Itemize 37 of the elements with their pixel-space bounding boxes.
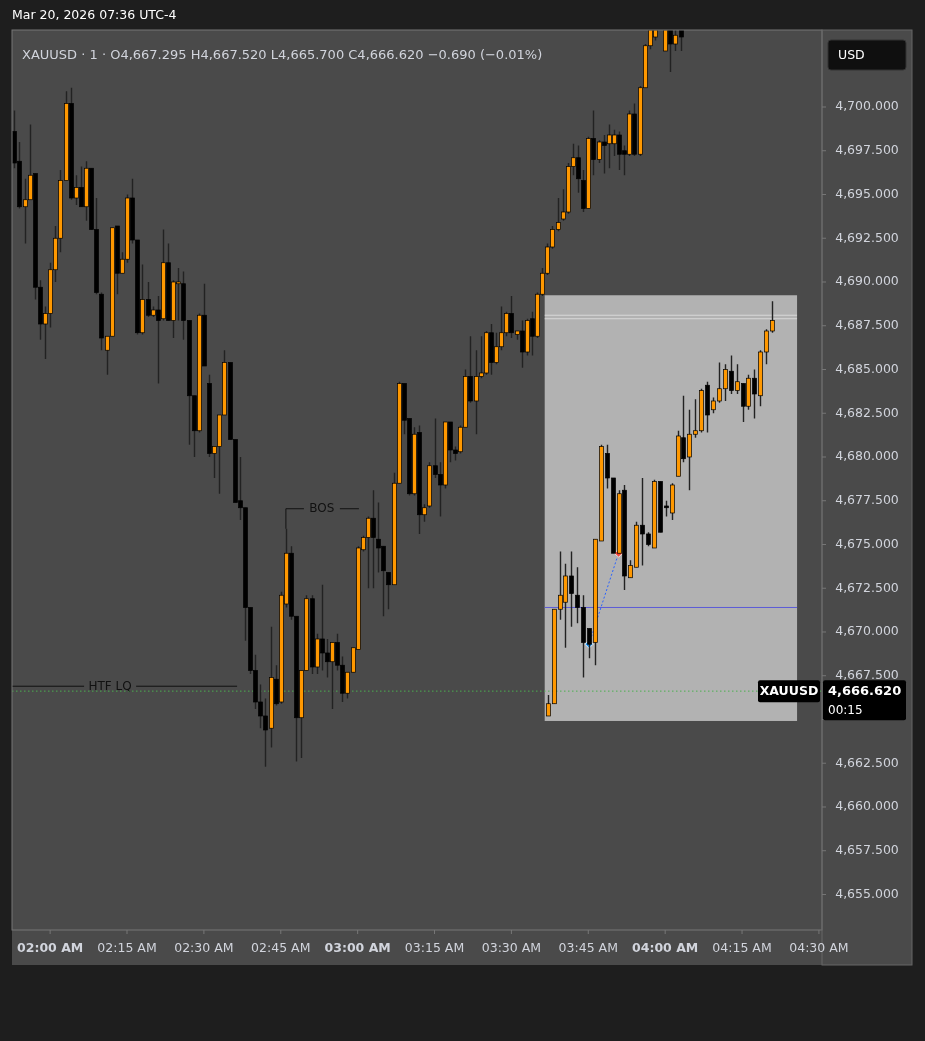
text: 00:15 bbox=[828, 702, 863, 717]
annotation: HTF LQ bbox=[88, 678, 132, 693]
y-tick-label: 4,690.000 bbox=[835, 273, 899, 289]
y-tick-label: 4,672.500 bbox=[835, 579, 899, 595]
y-tick-label: 4,677.500 bbox=[835, 492, 899, 508]
x-tick-label: 02:45 AM bbox=[251, 939, 311, 955]
x-tick-label: 03:30 AM bbox=[481, 939, 542, 955]
x-tick-label: 04:15 AM bbox=[712, 939, 772, 955]
y-tick-label: 4,700.000 bbox=[835, 98, 899, 114]
y-tick-label: 4,680.000 bbox=[835, 448, 899, 464]
x-tick-label: 02:00 AM bbox=[17, 939, 84, 955]
y-tick-label: 4,655.000 bbox=[835, 885, 899, 901]
y-tick-label: 4,660.000 bbox=[835, 798, 899, 814]
y-tick-label: 4,695.000 bbox=[835, 186, 899, 201]
x-tick-label: 02:15 AM bbox=[97, 939, 157, 955]
y-tick-label: 4,667.500 bbox=[835, 667, 899, 683]
y-tick-label: 4,687.500 bbox=[835, 317, 899, 333]
y-tick-label: 4,685.000 bbox=[835, 360, 899, 376]
text: XAUUSD · 1 · O4,667.295 H4,667.520 L4,665.700 C4,666.620 −0.690 (−0.01%) bbox=[22, 47, 543, 62]
x-tick-label: 03:15 AM bbox=[404, 939, 465, 955]
y-tick-label: 4,692.500 bbox=[835, 229, 899, 245]
y-tick-label: 4,662.500 bbox=[835, 754, 899, 770]
chart-subtitle: Mar 20, 2026 07:36 UTC-4 bbox=[12, 7, 177, 22]
x-tick-label: 02:30 AM bbox=[174, 939, 234, 955]
ref-line-label: 4,666.620 bbox=[828, 682, 902, 698]
text: USD bbox=[838, 46, 865, 62]
y-tick-label: 4,657.500 bbox=[835, 842, 899, 858]
y-tick-label: 4,682.500 bbox=[835, 404, 899, 420]
annotation: BOS bbox=[309, 501, 335, 516]
x-tick-label: 03:00 AM bbox=[324, 939, 391, 955]
annotation: XAUUSD bbox=[759, 682, 819, 698]
y-tick-label: 4,670.000 bbox=[835, 623, 899, 639]
x-tick-label: 04:00 AM bbox=[632, 939, 699, 955]
y-tick-label: 4,697.500 bbox=[835, 142, 899, 158]
y-tick-label: 4,675.000 bbox=[835, 535, 899, 551]
x-tick-label: 04:30 AM bbox=[789, 939, 849, 955]
x-tick-label: 03:45 AM bbox=[558, 939, 618, 955]
